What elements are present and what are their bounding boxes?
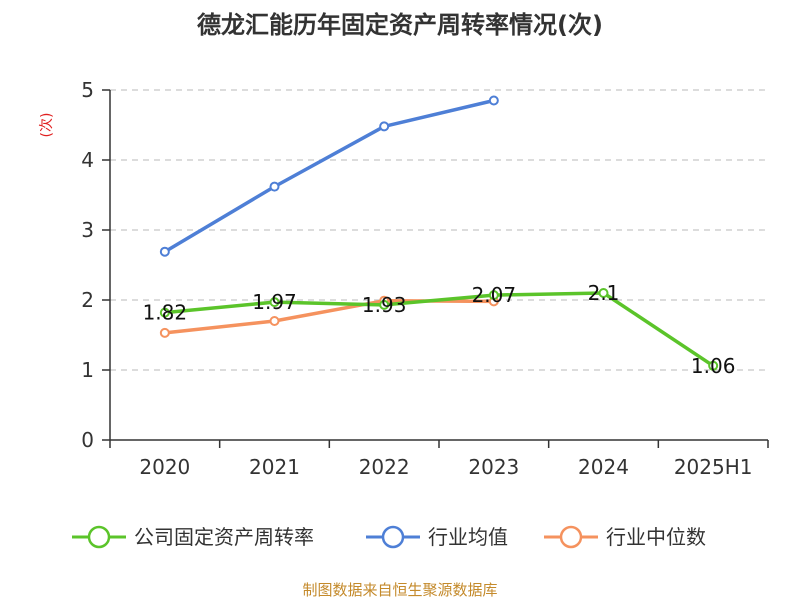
data-labels: 1.82 1.97 1.93 2.07 2.1 1.06 [143, 281, 736, 378]
legend-item[interactable]: 公司固定资产周转率 [72, 525, 314, 549]
data-point [488, 95, 499, 106]
x-tick-label: 2020 [139, 455, 190, 479]
data-point [379, 121, 390, 132]
data-label: 1.93 [362, 293, 407, 317]
data-point [379, 299, 390, 310]
legend-marker-icon [559, 525, 583, 549]
data-point [159, 246, 170, 257]
data-point [269, 181, 280, 192]
legend-label: 行业均值 [428, 525, 508, 549]
data-label: 1.97 [252, 290, 297, 314]
legend-marker-icon [87, 525, 111, 549]
legend-label: 行业中位数 [606, 525, 706, 549]
series-0 [159, 288, 719, 371]
axes: 0 1 2 3 4 5 2020 2021 2022 2023 2024 2025H1 [81, 78, 769, 479]
legend-item[interactable]: 行业均值 [366, 525, 508, 549]
x-tick-label: 2022 [359, 455, 410, 479]
x-tick-label: 2025H1 [674, 455, 753, 479]
y-tick-label: 4 [81, 148, 94, 172]
x-tick-label: 2023 [468, 455, 519, 479]
series-line [163, 98, 495, 254]
series-layer [159, 95, 719, 371]
legend[interactable]: 公司固定资产周转率 行业均值 行业中位数 [72, 525, 706, 549]
data-point [159, 327, 170, 338]
series-line [164, 291, 715, 368]
data-point [269, 316, 280, 326]
data-point [269, 297, 280, 308]
data-point [708, 360, 719, 371]
series-1 [159, 95, 499, 257]
y-tick-label: 3 [81, 218, 94, 242]
chart-title: 德龙汇能历年固定资产周转率情况(次) [197, 11, 603, 39]
data-label: 2.1 [588, 281, 620, 305]
y-tick-label: 0 [81, 428, 94, 452]
data-point [598, 288, 609, 298]
source-note: 制图数据来自恒生聚源数据库 [302, 581, 497, 599]
x-tick-label: 2021 [249, 455, 300, 479]
data-label: 2.07 [472, 283, 517, 307]
y-axis-label: (次) [39, 113, 55, 138]
data-point [159, 307, 170, 318]
y-tick-label: 5 [81, 78, 94, 102]
legend-marker-icon [381, 525, 405, 549]
data-label: 1.82 [143, 301, 188, 325]
y-tick-label: 2 [81, 288, 94, 312]
legend-item[interactable]: 行业中位数 [544, 525, 706, 549]
y-tick-label: 1 [81, 358, 94, 382]
x-tick-label: 2024 [578, 455, 629, 479]
data-point [488, 290, 499, 301]
legend-label: 公司固定资产周转率 [134, 525, 314, 549]
series-line [164, 298, 494, 335]
data-label: 1.06 [691, 354, 736, 378]
